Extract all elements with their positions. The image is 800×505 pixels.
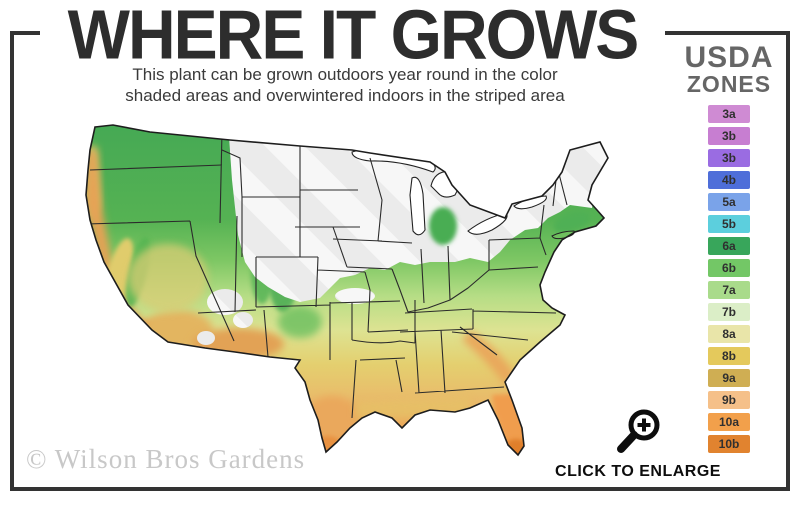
subtitle-line-2: shaded areas and overwintered indoors in… <box>125 86 565 105</box>
zone-chip-10b: 10b <box>708 435 750 453</box>
long-island <box>551 230 575 240</box>
green-pocket-new-england <box>553 211 591 233</box>
legend-title-zones: ZONES <box>686 71 772 97</box>
zone-chip-6b: 6b <box>708 259 750 277</box>
legend-title-usda: USDA <box>684 41 774 74</box>
zone-chip-8a: 8a <box>708 325 750 343</box>
state-borders <box>86 130 568 419</box>
zone-chip-8b: 8b <box>708 347 750 365</box>
zone-chip-5b: 5b <box>708 215 750 233</box>
zone-chip-list: 3a 3b 3b 4b 5a 5b 6a 6b 7a 7b 8a 8b 9a 9b 10a 10b <box>676 105 782 457</box>
zone-chip-7b: 7b <box>708 303 750 321</box>
subtitle: This plant can be grown outdoors year ro… <box>45 64 645 106</box>
click-to-enlarge-label: CLICK TO ENLARGE <box>555 463 721 480</box>
zone-chip-9b: 9b <box>708 391 750 409</box>
zone-chip-5a: 5a <box>708 193 750 211</box>
watermark: © Wilson Bros Gardens <box>26 444 306 474</box>
subtitle-line-1: This plant can be grown outdoors year ro… <box>132 65 558 84</box>
zone-chip-7a: 7a <box>708 281 750 299</box>
zone-chip-3b: 3b <box>708 149 750 167</box>
zone-chip-9a: 9a <box>708 369 750 387</box>
page-title: WHERE IT GROWS <box>40 0 665 75</box>
zone-chip-10a: 10a <box>708 413 750 431</box>
zone-chip-3a: 3a <box>708 105 750 123</box>
magnifier-plus-icon <box>617 409 660 453</box>
green-pocket-michigan <box>429 207 457 245</box>
zone-chip-4b: 4b <box>708 171 750 189</box>
usda-zones-legend: USDA ZONES 3a 3b 3b 4b 5a 5b 6a 6b 7a 7b 8a 8b 9a 9b 1… <box>676 41 782 457</box>
zone-chip-6a: 6a <box>708 237 750 255</box>
click-to-enlarge[interactable]: CLICK TO ENLARGE <box>548 406 728 481</box>
zone-chip-3b: 3b <box>708 127 750 145</box>
